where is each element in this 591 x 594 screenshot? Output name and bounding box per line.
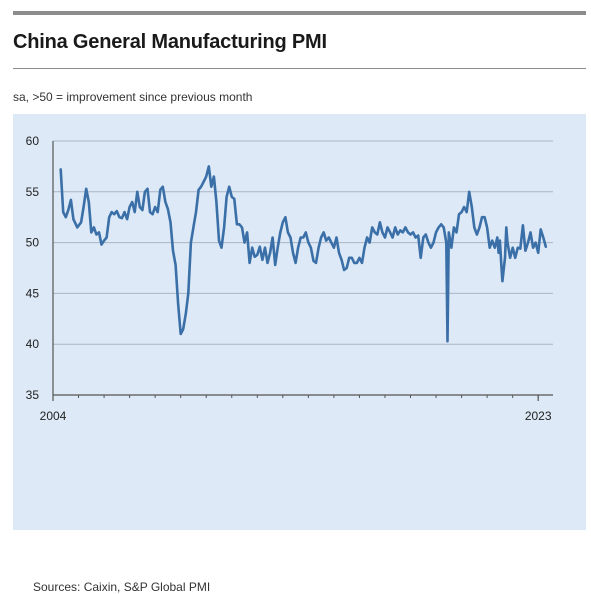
y-tick-label: 50 bbox=[26, 236, 40, 250]
line-chart: 35 40 45 50 55 60 2004 2023 bbox=[26, 134, 553, 423]
x-tick-label: 2023 bbox=[525, 409, 552, 423]
y-tick-label: 45 bbox=[26, 286, 40, 300]
x-tick-label: 2004 bbox=[40, 409, 67, 423]
title-divider bbox=[13, 68, 586, 69]
sources-note: Sources: Caixin, S&P Global PMI bbox=[33, 580, 211, 594]
y-tick-label: 60 bbox=[26, 134, 40, 148]
y-tick-label: 35 bbox=[26, 388, 40, 402]
y-tick-label: 40 bbox=[26, 337, 40, 351]
chart-panel: 35 40 45 50 55 60 2004 2023 Sources: Caixin, S&… bbox=[13, 114, 586, 594]
y-tick-label: 55 bbox=[26, 185, 40, 199]
top-rule bbox=[13, 11, 586, 15]
pmi-series-line bbox=[59, 165, 548, 343]
chart-title: China General Manufacturing PMI bbox=[13, 31, 327, 53]
chart-subtitle: sa, >50 = improvement since previous mon… bbox=[13, 90, 253, 104]
